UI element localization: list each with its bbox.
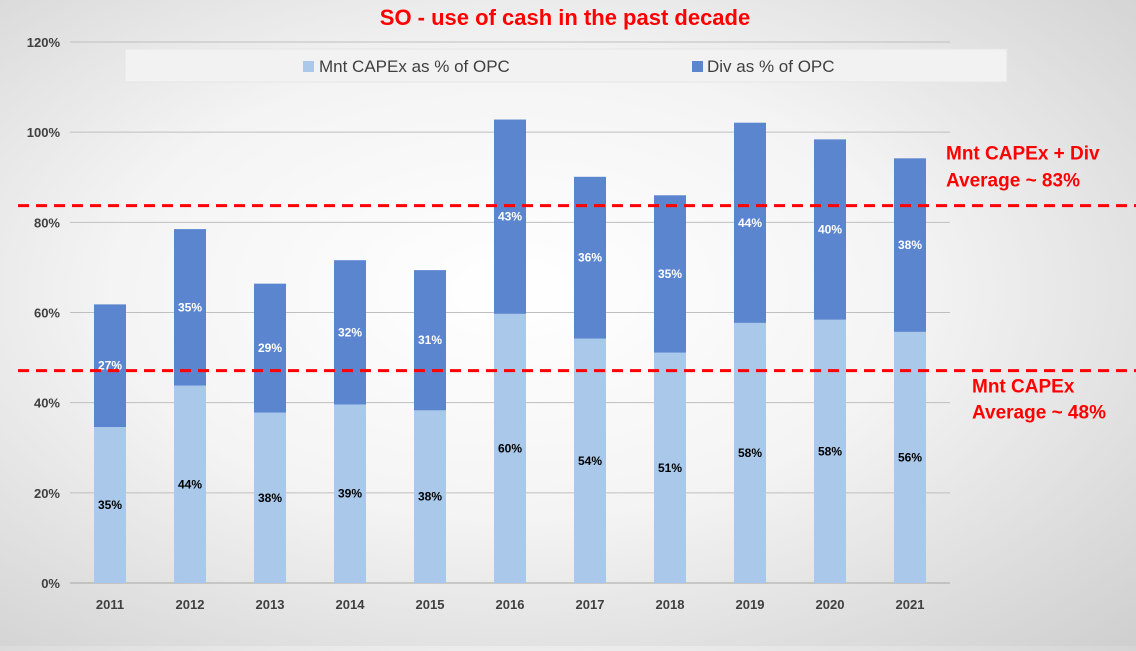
- data-label-mnt-capex: 54%: [578, 454, 602, 468]
- y-tick-label: 80%: [34, 215, 60, 230]
- x-tick-label: 2021: [896, 597, 925, 612]
- bar-mnt-capex: [894, 331, 926, 583]
- x-tick-label: 2013: [256, 597, 285, 612]
- legend-box: [124, 48, 1008, 83]
- x-tick-label: 2016: [496, 597, 525, 612]
- bars: 35%27%44%35%38%29%39%32%38%31%60%43%54%3…: [94, 119, 926, 583]
- bar-div: [174, 229, 206, 386]
- chart-title: SO - use of cash in the past decade: [380, 5, 750, 30]
- x-tick-label: 2012: [176, 597, 205, 612]
- y-tick-label: 60%: [34, 306, 60, 321]
- total-average-label: Mnt CAPEx + Div: [946, 144, 1100, 165]
- bar-mnt-capex: [734, 322, 766, 583]
- data-label-mnt-capex: 38%: [258, 491, 282, 505]
- data-label-mnt-capex: 58%: [738, 446, 762, 460]
- capex-average-label: Mnt CAPEx: [972, 377, 1075, 398]
- x-tick-label: 2019: [736, 597, 765, 612]
- legend-item-mnt-capex: Mnt CAPEx as % of OPC: [303, 57, 510, 76]
- bar-mnt-capex: [414, 410, 446, 583]
- data-label-div: 29%: [258, 341, 282, 355]
- bar-mnt-capex: [494, 313, 526, 583]
- data-label-div: 35%: [178, 300, 202, 314]
- bar-div: [414, 270, 446, 411]
- y-tick-label: 40%: [34, 396, 60, 411]
- bar-mnt-capex: [574, 338, 606, 583]
- data-label-mnt-capex: 58%: [818, 444, 842, 458]
- data-label-div: 31%: [418, 333, 442, 347]
- bar-mnt-capex: [334, 404, 366, 583]
- data-label-div: 36%: [578, 251, 602, 265]
- x-tick-label: 2018: [656, 597, 685, 612]
- x-tick-label: 2014: [336, 597, 366, 612]
- x-tick-label: 2015: [416, 597, 445, 612]
- y-tick-label: 100%: [27, 125, 61, 140]
- data-label-div: 40%: [818, 223, 842, 237]
- y-tick-label: 120%: [27, 35, 61, 50]
- bar-div: [654, 195, 686, 353]
- bar-div: [494, 119, 526, 314]
- data-label-mnt-capex: 44%: [178, 477, 202, 491]
- data-label-div: 35%: [658, 267, 682, 281]
- y-tick-label: 0%: [41, 576, 60, 591]
- bar-mnt-capex: [654, 352, 686, 583]
- bar-mnt-capex: [814, 319, 846, 583]
- y-axis-tick-labels: 0% 20% 40% 60% 80% 100% 120%: [27, 35, 61, 591]
- bar-div: [814, 139, 846, 320]
- data-label-mnt-capex: 38%: [418, 490, 442, 504]
- bar-mnt-capex: [254, 412, 286, 583]
- data-label-div: 44%: [738, 216, 762, 230]
- bar-mnt-capex: [174, 385, 206, 583]
- bar-div: [94, 304, 126, 428]
- reference-lines: Mnt CAPEx + Div Average ~ 83% Mnt CAPEx Ave…: [18, 144, 1136, 424]
- bar-div: [734, 122, 766, 323]
- data-label-div: 43%: [498, 210, 522, 224]
- data-label-mnt-capex: 35%: [98, 498, 122, 512]
- legend-label-mnt-capex: Mnt CAPEx as % of OPC: [319, 57, 510, 76]
- legend-item-div: Div as % of OPC: [692, 57, 835, 76]
- bar-div: [894, 158, 926, 332]
- bar-div: [574, 176, 606, 339]
- x-tick-label: 2017: [576, 597, 605, 612]
- total-average-label: Average ~ 83%: [946, 171, 1080, 192]
- x-tick-label: 2011: [96, 597, 124, 612]
- x-axis-tick-labels: 2011 2012 2013 2014 2015 2016 2017 2018 2019 2020…: [96, 597, 925, 612]
- x-tick-label: 2020: [816, 597, 845, 612]
- bar-mnt-capex: [94, 427, 126, 583]
- bar-div: [334, 260, 366, 405]
- data-label-mnt-capex: 60%: [498, 441, 522, 455]
- capex-average-label: Average ~ 48%: [972, 403, 1106, 424]
- bar-div: [254, 283, 286, 413]
- data-label-mnt-capex: 51%: [658, 461, 682, 475]
- legend-swatch-div: [692, 61, 703, 72]
- data-label-div: 32%: [338, 325, 362, 339]
- data-label-mnt-capex: 39%: [338, 487, 362, 501]
- legend-label-div: Div as % of OPC: [707, 57, 835, 76]
- y-tick-label: 20%: [34, 486, 60, 501]
- legend-swatch-mnt-capex: [303, 61, 314, 72]
- data-label-div: 38%: [898, 238, 922, 252]
- data-label-mnt-capex: 56%: [898, 450, 922, 464]
